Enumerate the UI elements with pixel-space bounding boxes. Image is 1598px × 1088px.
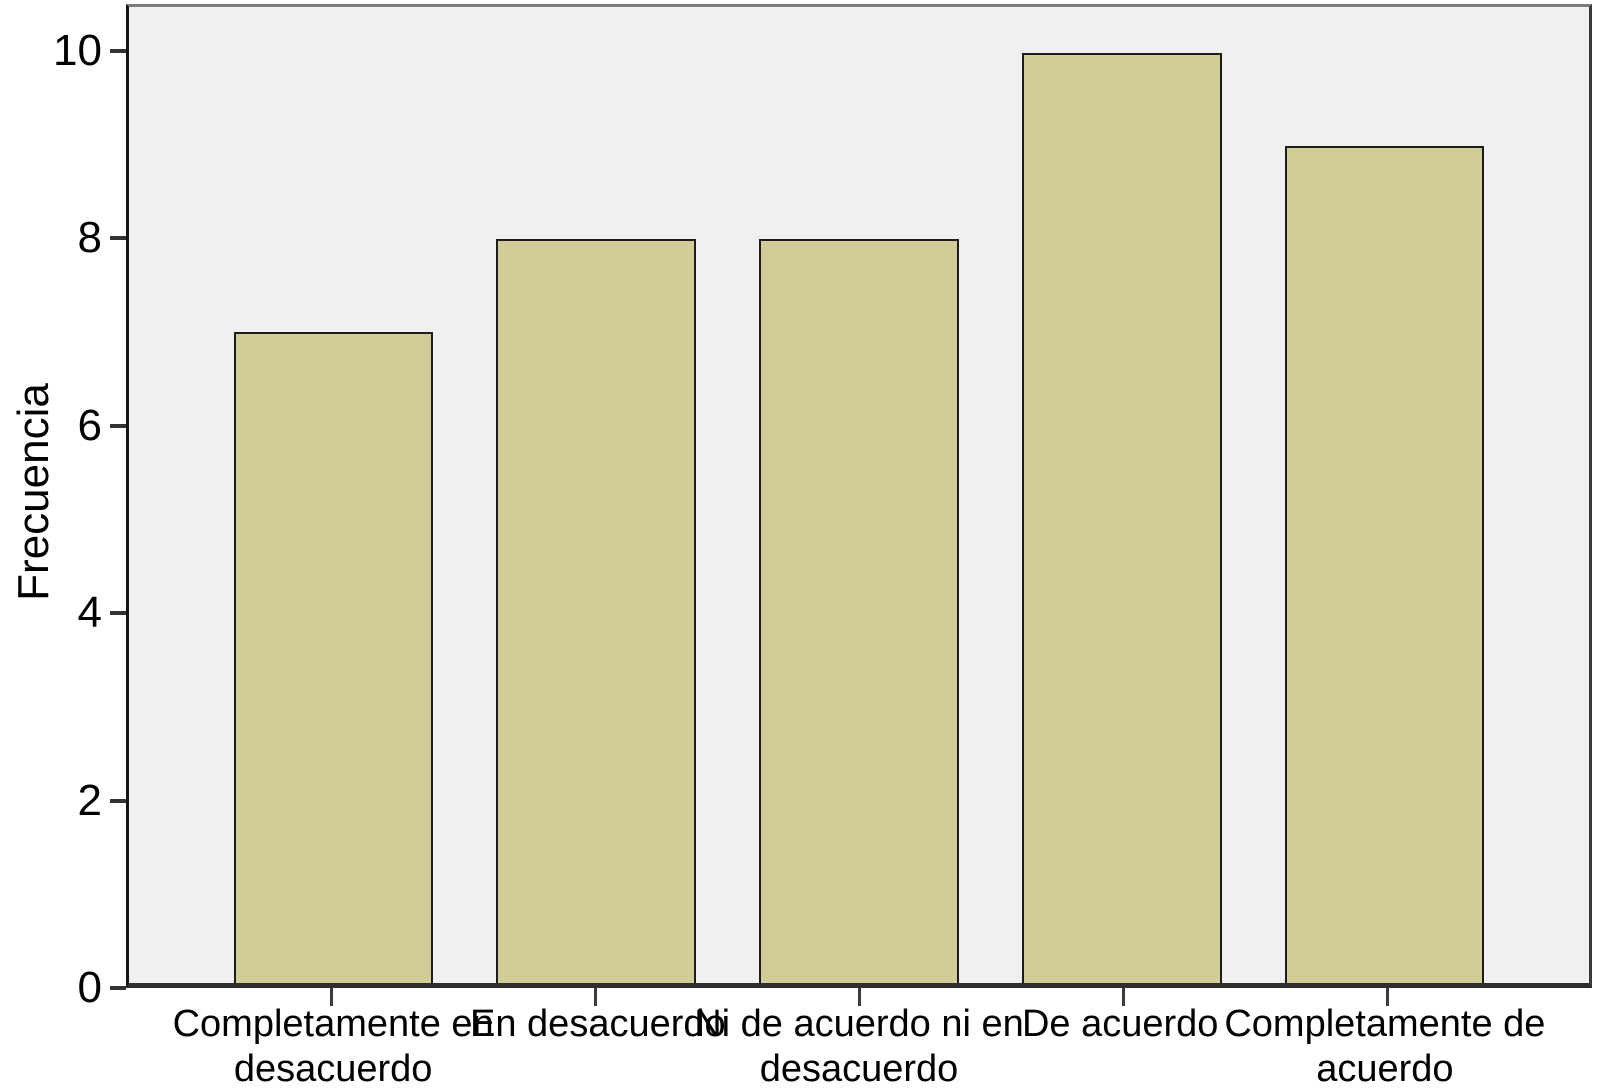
bars-row [129,7,1589,983]
y-tick [110,611,126,616]
x-category-label-4: De acuerdo [1021,1003,1219,1045]
x-label-cell: Completamente de acuerdo [1224,1002,1545,1088]
x-tick-cell [727,988,991,1006]
y-tick [110,798,126,803]
y-tick-label: 0 [77,963,102,1012]
x-tick-cell [991,988,1255,1006]
bar-2 [496,239,697,983]
x-tick [329,988,333,1006]
x-label-cell: De acuerdo [990,1002,1251,1088]
bar-cell [728,7,991,983]
x-label-cell: Completamente en desacuerdo [173,1002,494,1088]
bar-cell [465,7,728,983]
y-tick-label: 4 [77,588,102,638]
x-tick-cell [1255,988,1519,1006]
x-axis-labels: Completamente en desacuerdo En desacuerdo… [126,1002,1592,1088]
bar-3 [759,239,959,983]
x-tick [1385,988,1389,1006]
bar-4 [1021,53,1222,983]
x-category-label-3: Ni de acuerdo ni en desacuerdo [694,1003,1024,1088]
y-tick [110,986,126,990]
plot-area [126,4,1592,988]
x-tick [857,988,861,1006]
y-axis: 0 2 4 6 8 10 [0,4,126,1012]
x-tick [1121,988,1125,1006]
x-tick-cell [463,988,727,1006]
y-tick-label: 2 [77,775,102,825]
y-tick [110,48,126,53]
y-tick-label: 8 [77,213,102,263]
bar-cell [202,7,465,983]
y-tick [110,423,126,428]
x-axis-ticks [126,988,1592,1006]
bar-5 [1284,146,1485,983]
y-tick-label: 10 [53,25,102,75]
bar-cell [990,7,1253,983]
x-category-label-1: Completamente en desacuerdo [172,1003,494,1088]
x-category-label-5: Completamente de acuerdo [1224,1003,1546,1088]
bar-1 [233,332,434,983]
x-tick-cell [199,988,463,1006]
x-label-cell: En desacuerdo [467,1002,728,1088]
x-category-label-2: En desacuerdo [470,1003,726,1045]
y-tick [110,236,126,241]
bar-cell [1253,7,1516,983]
x-label-cell: Ni de acuerdo ni en desacuerdo [694,1002,1024,1088]
x-tick [593,988,597,1006]
y-tick-label: 6 [77,400,102,450]
